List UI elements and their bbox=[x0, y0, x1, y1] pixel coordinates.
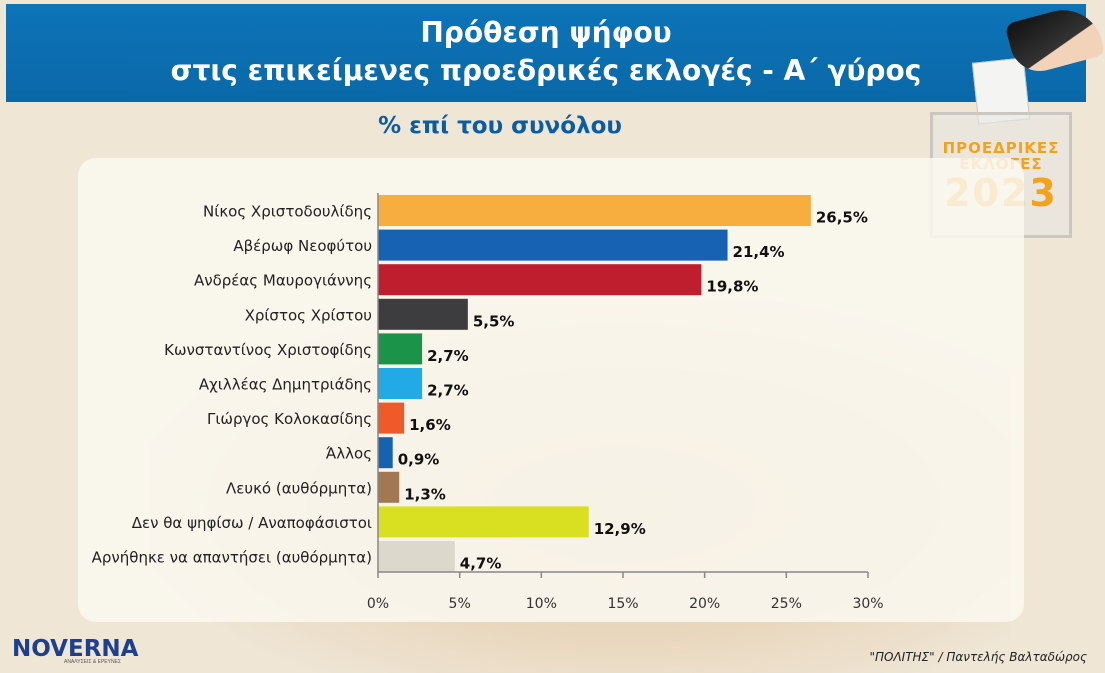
x-tick-label: 5% bbox=[449, 596, 471, 612]
category-label: Αρνήθηκε να απαντήσει (αυθόρμητα) bbox=[92, 549, 372, 567]
category-label: Χρίστος Χρίστου bbox=[245, 306, 372, 324]
bar bbox=[378, 506, 589, 538]
title-banner: Πρόθεση ψήφου στις επικείμενες προεδρικέ… bbox=[6, 4, 1086, 102]
bar bbox=[378, 195, 811, 226]
category-label: Λευκό (αυθόρμητα) bbox=[226, 479, 372, 497]
chart-title-line1: Πρόθεση ψήφου bbox=[420, 16, 672, 49]
value-label: 2,7% bbox=[427, 347, 469, 365]
x-tick-label: 0% bbox=[367, 596, 389, 612]
category-label: Άλλος bbox=[326, 445, 372, 463]
value-label: 4,7% bbox=[460, 555, 502, 573]
source-credit: "ΠΟΛΙΤΗΣ" / Παντελής Βαλταδώρος bbox=[869, 650, 1087, 664]
bar bbox=[378, 402, 405, 434]
value-label: 0,9% bbox=[398, 451, 440, 469]
bar bbox=[378, 264, 702, 296]
chart-subtitle: % επί του συνόλου bbox=[378, 113, 622, 139]
category-label: Αβέρωφ Νεοφύτου bbox=[233, 237, 372, 255]
x-tick-label: 30% bbox=[852, 596, 883, 612]
bar bbox=[378, 437, 393, 469]
x-tick-label: 25% bbox=[771, 596, 802, 612]
bar bbox=[378, 298, 468, 330]
chart-title-line2: στις επικείμενες προεδρικές εκλογές - Α΄… bbox=[170, 54, 922, 87]
bar bbox=[378, 541, 455, 572]
bar bbox=[378, 368, 423, 399]
value-label: 5,5% bbox=[473, 312, 515, 330]
category-label: Κωνσταντίνος Χριστοφίδης bbox=[164, 341, 372, 359]
x-tick-label: 15% bbox=[607, 596, 638, 612]
bar bbox=[378, 333, 423, 365]
value-label: 12,9% bbox=[594, 520, 646, 538]
category-label: Νίκος Χριστοδουλίδης bbox=[203, 203, 372, 221]
value-label: 1,6% bbox=[409, 416, 451, 434]
category-label: Ανδρέας Μαυρογιάννης bbox=[194, 272, 372, 290]
category-label: Γιώργος Κολοκασίδης bbox=[207, 410, 372, 428]
value-label: 26,5% bbox=[816, 209, 868, 227]
bar bbox=[378, 471, 400, 503]
logo-text: NOVERNA bbox=[12, 636, 139, 662]
noverna-logo: NOVERNA ΑΝΑΛΥΣΕΙΣ & ΕΡΕΥΝΕΣ bbox=[12, 636, 152, 666]
value-label: 2,7% bbox=[427, 382, 469, 400]
value-label: 1,3% bbox=[404, 485, 446, 503]
x-tick-label: 20% bbox=[689, 596, 720, 612]
x-tick-label: 10% bbox=[526, 596, 557, 612]
bar bbox=[378, 229, 728, 261]
badge-line1: ΠΡΟΕΔΡΙΚΕΣ bbox=[942, 139, 1060, 157]
value-label: 21,4% bbox=[733, 243, 785, 261]
category-label: Δεν θα ψηφίσω / Αναποφάσιστοι bbox=[132, 514, 372, 532]
category-label: Αχιλλέας Δημητριάδης bbox=[199, 376, 372, 394]
logo-tagline: ΑΝΑΛΥΣΕΙΣ & ΕΡΕΥΝΕΣ bbox=[64, 659, 121, 665]
value-label: 19,8% bbox=[706, 278, 758, 296]
